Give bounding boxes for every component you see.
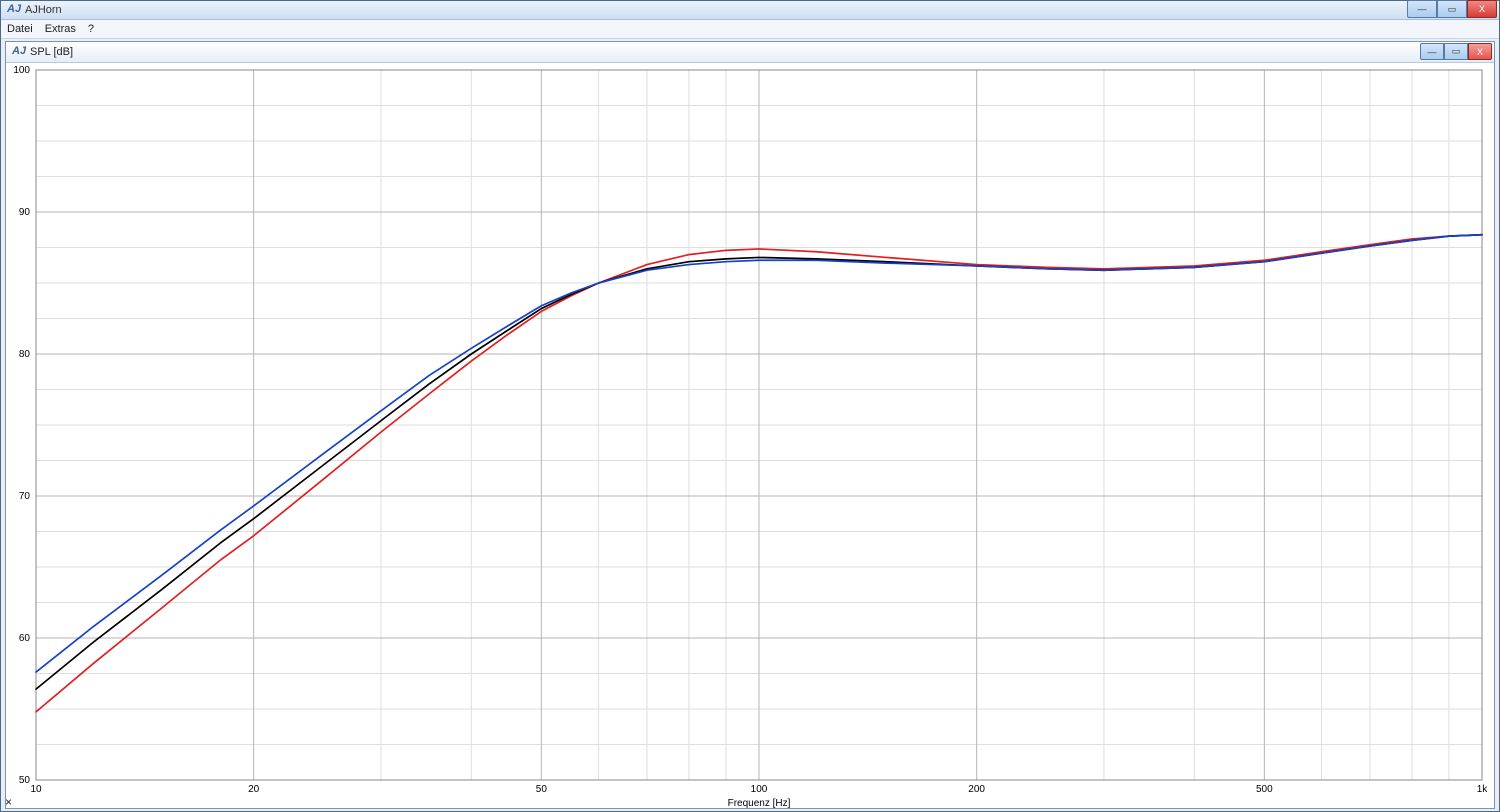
outer-window-controls: — ▭ X: [1407, 0, 1497, 18]
svg-text:70: 70: [19, 491, 31, 502]
svg-text:200: 200: [968, 784, 985, 795]
chart-window: AJ SPL [dB] — ▭ X 50 60 70 80 90 100 10 20 50 100…: [5, 41, 1495, 809]
app-icon: AJ: [7, 3, 21, 17]
spl-chart: 50 60 70 80 90 100 10 20 50 100 200 500 1k Frequenz […: [6, 62, 1494, 808]
svg-text:50: 50: [536, 784, 548, 795]
svg-text:100: 100: [751, 784, 768, 795]
svg-text:10: 10: [30, 784, 42, 795]
app-title: AJHorn: [25, 4, 62, 16]
svg-text:100: 100: [13, 65, 30, 76]
chart-window-controls: — ▭ X: [1420, 43, 1492, 60]
menubar: Datei Extras ?: [1, 20, 1499, 39]
svg-text:60: 60: [19, 633, 31, 644]
menu-help[interactable]: ?: [88, 23, 94, 35]
chart-maximize-button[interactable]: ▭: [1444, 43, 1468, 60]
chart-titlebar[interactable]: AJ SPL [dB] — ▭ X: [6, 42, 1494, 63]
chart-window-icon: AJ: [12, 45, 26, 59]
minimize-button[interactable]: —: [1407, 0, 1437, 18]
menu-extras[interactable]: Extras: [45, 23, 76, 35]
chart-window-title: SPL [dB]: [30, 46, 73, 58]
outer-window: AJ AJHorn — ▭ X Datei Extras ? AJ SPL [d…: [0, 0, 1500, 812]
svg-text:500: 500: [1256, 784, 1273, 795]
status-close-icon[interactable]: ×: [5, 795, 12, 809]
outer-titlebar[interactable]: AJ AJHorn — ▭ X: [1, 1, 1499, 20]
chart-minimize-button[interactable]: —: [1420, 43, 1444, 60]
svg-text:80: 80: [19, 349, 31, 360]
svg-text:50: 50: [19, 775, 31, 786]
chart-area: 50 60 70 80 90 100 10 20 50 100 200 500 1k Frequenz […: [6, 62, 1494, 808]
close-button[interactable]: X: [1467, 0, 1497, 18]
maximize-button[interactable]: ▭: [1437, 0, 1467, 18]
chart-close-button[interactable]: X: [1468, 43, 1492, 60]
svg-text:Frequenz [Hz]: Frequenz [Hz]: [728, 798, 791, 808]
svg-text:1k: 1k: [1477, 784, 1489, 795]
svg-text:20: 20: [248, 784, 260, 795]
menu-datei[interactable]: Datei: [7, 23, 33, 35]
svg-text:90: 90: [19, 207, 31, 218]
